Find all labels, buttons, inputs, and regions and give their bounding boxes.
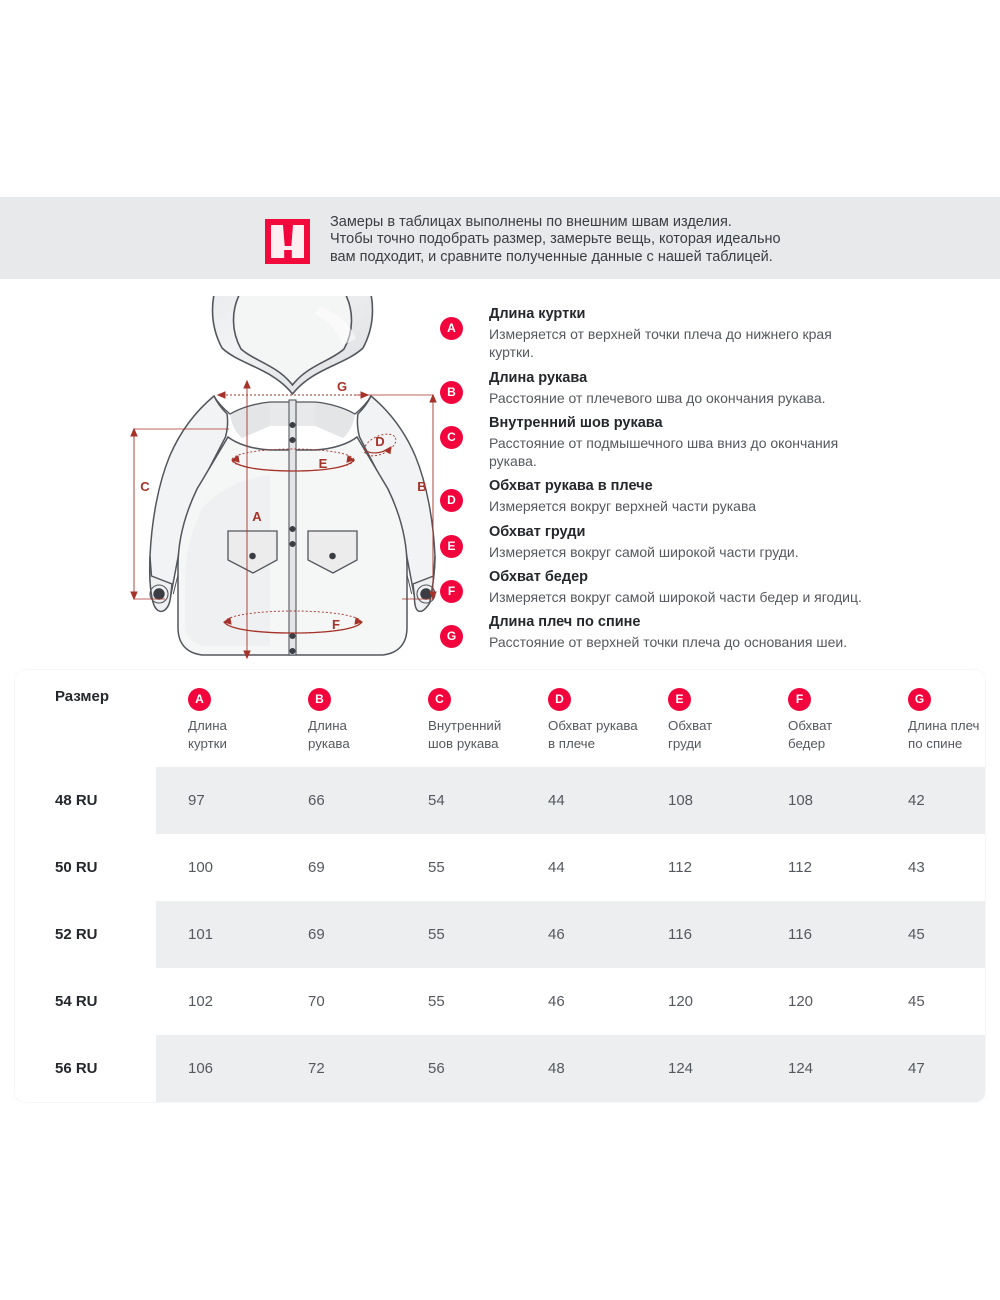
svg-text:A: A <box>252 509 262 524</box>
svg-text:G: G <box>337 379 347 394</box>
svg-text:B: B <box>417 479 426 494</box>
svg-text:E: E <box>319 456 328 471</box>
svg-text:D: D <box>375 434 384 449</box>
svg-text:F: F <box>332 617 340 632</box>
svg-text:C: C <box>140 479 150 494</box>
